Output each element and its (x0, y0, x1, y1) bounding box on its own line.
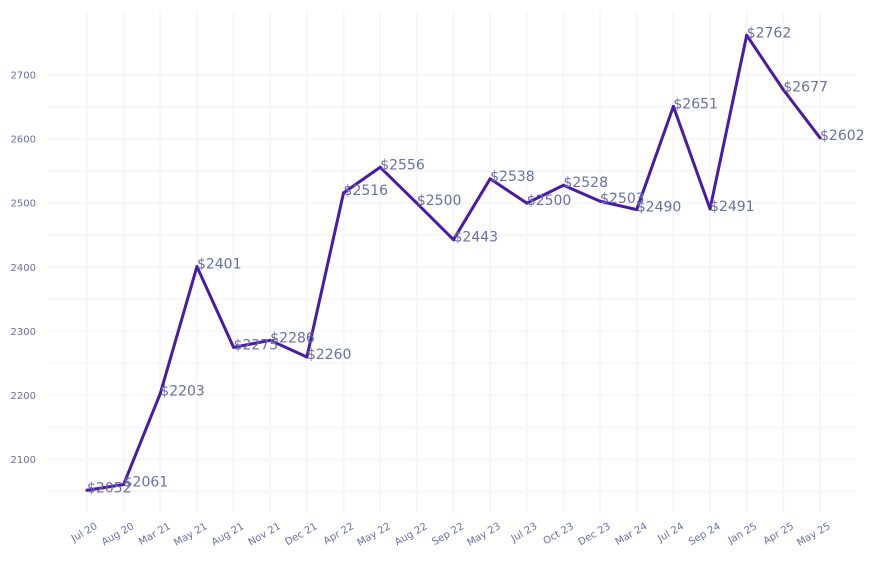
data-point (671, 104, 675, 108)
data-point (488, 177, 492, 181)
data-point (415, 201, 419, 205)
x-tick-label: Aug 22 (393, 521, 429, 548)
data-point (708, 207, 712, 211)
x-tick-label: Jan 25 (726, 521, 759, 547)
y-tick-label: 2200 (11, 391, 36, 402)
x-tick-label: Aug 20 (100, 521, 136, 548)
data-point (158, 391, 162, 395)
data-label: $2491 (710, 199, 755, 215)
data-point (561, 183, 565, 187)
data-point (745, 33, 749, 37)
x-tick-label: Sep 22 (430, 521, 466, 548)
x-tick-label: Dec 23 (577, 521, 613, 548)
x-tick-label: May 21 (172, 521, 209, 549)
data-label: $2490 (637, 200, 682, 216)
x-tick-label: Jul 23 (509, 521, 540, 545)
y-tick-label: 2400 (11, 263, 36, 274)
data-label: $2516 (344, 183, 389, 199)
x-tick-label: Aug 21 (210, 521, 246, 548)
data-label: $2401 (197, 257, 242, 273)
data-point (452, 238, 455, 242)
data-label: $2260 (307, 347, 352, 363)
y-axis-ticks: 2100 2200 2300 2400 2500 2600 2700 (11, 71, 36, 467)
data-point (598, 199, 602, 203)
y-tick-label: 2300 (11, 327, 36, 338)
data-point (781, 88, 785, 92)
data-point (305, 355, 309, 359)
data-label: $2762 (747, 25, 792, 41)
data-label: $2503 (600, 191, 645, 207)
x-tick-label: Jul 24 (655, 521, 686, 545)
y-tick-label: 2600 (11, 135, 36, 146)
data-point (85, 488, 89, 492)
data-label: $2500 (417, 193, 462, 209)
data-label: $2203 (160, 383, 205, 399)
x-tick-label: May 25 (795, 521, 832, 549)
x-axis-ticks: Jul 20 Aug 20 Mar 21 May 21 Aug 21 Nov 21 Dec … (69, 521, 833, 549)
y-tick-label: 2500 (11, 199, 36, 210)
data-label: $2556 (380, 157, 425, 173)
grid (48, 12, 856, 512)
data-point (268, 338, 272, 342)
x-tick-label: Dec 21 (283, 521, 319, 548)
data-point (818, 136, 822, 140)
data-point (232, 345, 236, 349)
y-tick-label: 2700 (11, 71, 36, 82)
x-tick-label: Mar 21 (137, 521, 173, 548)
data-label: $2677 (783, 80, 828, 96)
x-tick-label: Apr 25 (762, 521, 796, 547)
data-label: $2061 (124, 474, 169, 490)
data-point (122, 482, 126, 486)
x-tick-label: Mar 24 (614, 521, 650, 548)
x-tick-label: Oct 23 (542, 521, 576, 547)
data-label: $2528 (563, 175, 608, 191)
data-label: $2538 (490, 169, 535, 185)
x-tick-label: Apr 22 (322, 521, 356, 547)
x-tick-label: Sep 24 (687, 521, 723, 548)
data-point (342, 191, 346, 195)
data-label: $2443 (454, 230, 499, 246)
x-tick-label: May 23 (465, 521, 502, 549)
data-point (195, 265, 199, 269)
x-tick-label: Jul 20 (69, 521, 100, 545)
y-tick-label: 2100 (11, 455, 36, 466)
data-label: $2500 (527, 193, 572, 209)
data-point (525, 201, 529, 205)
data-labels: $2052$2061 $2203 $2401 $2275$2286$2260 $2516… (85, 25, 865, 496)
data-label: $2602 (820, 128, 865, 144)
data-label: $2651 (673, 96, 718, 112)
x-tick-label: May 22 (356, 521, 393, 549)
data-label: $2286 (270, 330, 315, 346)
data-label: $2275 (234, 337, 279, 353)
data-point (635, 208, 639, 212)
data-point (378, 165, 382, 169)
x-tick-label: Nov 21 (247, 521, 283, 548)
data-label: $2052 (87, 480, 132, 496)
